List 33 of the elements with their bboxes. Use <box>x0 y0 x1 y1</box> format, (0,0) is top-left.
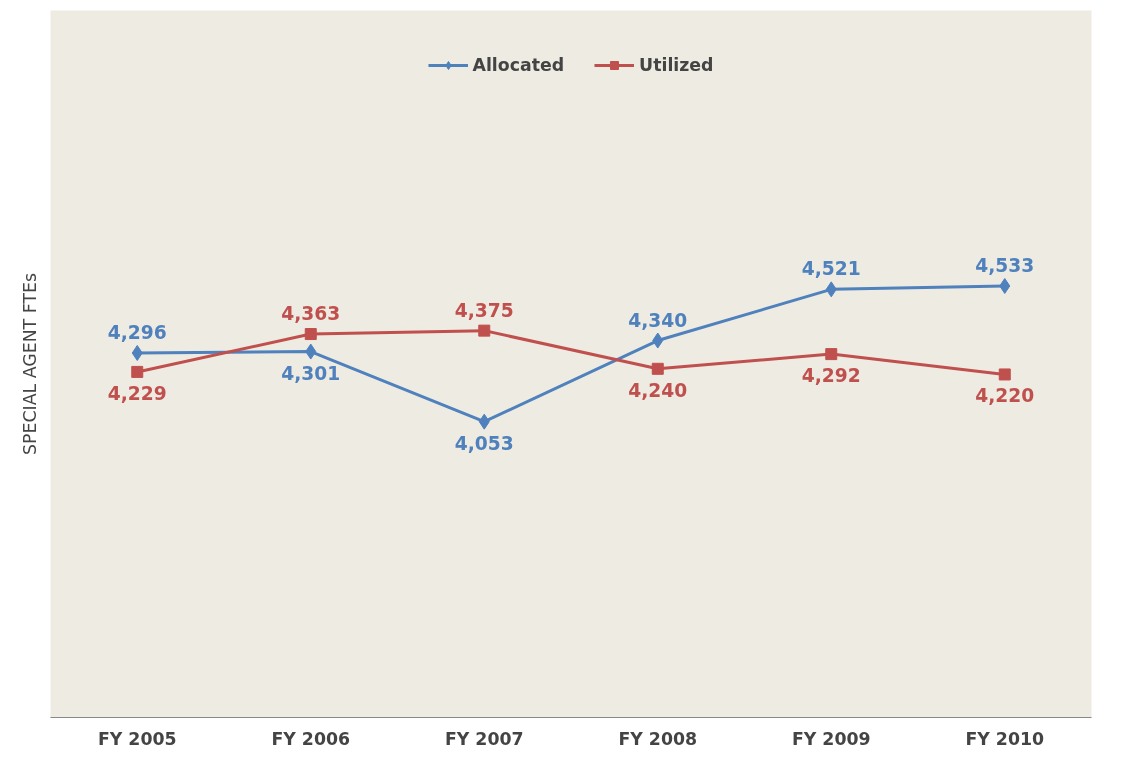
point <box>131 365 144 378</box>
point <box>999 277 1011 294</box>
legend-label: Utilized <box>639 55 714 75</box>
data-label: 4,301 <box>281 362 341 384</box>
data-label: 4,363 <box>281 303 341 325</box>
data-label: 4,533 <box>975 254 1035 276</box>
y-axis-title: SPECIAL AGENT FTEs <box>19 273 40 455</box>
point <box>478 324 491 337</box>
point <box>825 348 838 361</box>
data-label: 4,340 <box>628 309 688 331</box>
data-label: 4,375 <box>454 299 514 321</box>
data-label: 4,240 <box>628 379 688 401</box>
point <box>304 328 317 341</box>
x-tick-label: FY 2009 <box>791 728 871 749</box>
data-label: 4,521 <box>801 258 861 280</box>
point <box>131 344 143 361</box>
x-tick-label: FY 2006 <box>271 728 351 749</box>
x-tick-label: FY 2010 <box>965 728 1045 749</box>
point <box>652 332 664 349</box>
point <box>825 281 837 298</box>
point <box>478 413 490 430</box>
x-tick-label: FY 2007 <box>444 728 524 749</box>
data-label: 4,296 <box>107 321 167 343</box>
data-label: 4,053 <box>454 432 514 454</box>
point <box>651 362 664 375</box>
point <box>305 343 317 360</box>
x-tick-label: FY 2005 <box>97 728 177 749</box>
data-label: 4,292 <box>801 365 861 387</box>
data-label: 4,220 <box>975 385 1035 407</box>
legend-label: Allocated <box>472 55 565 75</box>
x-tick-label: FY 2008 <box>618 728 698 749</box>
point <box>998 368 1011 381</box>
data-label: 4,229 <box>107 382 167 404</box>
